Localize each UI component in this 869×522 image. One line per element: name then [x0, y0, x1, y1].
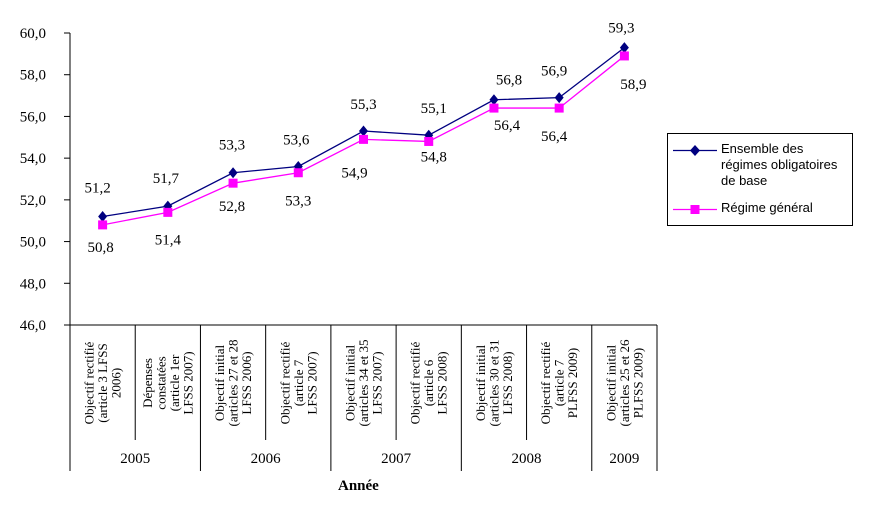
square-marker-icon — [98, 220, 108, 230]
year-label: 2007 — [381, 451, 412, 467]
data-label: 51,7 — [153, 171, 180, 187]
data-label: 54,8 — [421, 149, 447, 165]
square-marker-icon — [619, 51, 629, 61]
x-axis-title: Année — [338, 478, 379, 494]
year-label: 2006 — [251, 451, 282, 467]
category-label: Objectif rectifié(article 3 LFSS2006) — [82, 341, 124, 424]
y-tick-label: 46,0 — [20, 318, 46, 334]
y-tick-label: 52,0 — [20, 193, 46, 209]
category-label: Objectif initial(articles 30 et 31LFSS 2… — [473, 340, 515, 427]
y-tick-label: 58,0 — [20, 68, 46, 84]
diamond-marker-icon — [359, 125, 368, 137]
legend-label-ensemble: Ensemble des régimes obligatoires de bas… — [721, 141, 838, 188]
year-label: 2005 — [120, 451, 150, 467]
diamond-marker-icon — [554, 92, 564, 104]
data-label: 51,4 — [155, 232, 182, 248]
legend: Ensemble des régimes obligatoires de bas… — [667, 133, 853, 226]
legend-label-regime-general: Régime général — [721, 200, 813, 215]
y-axis: 46,0 48,0 50,0 52,0 54,0 56,0 58,0 60,0 — [20, 26, 657, 471]
data-label: 51,2 — [84, 181, 110, 197]
data-label: 52,8 — [219, 199, 245, 215]
square-marker-icon — [424, 136, 434, 146]
data-label: 59,3 — [608, 21, 634, 37]
legend-item-regime-general: Régime général — [673, 200, 848, 216]
category-axis: 2005 2006 2007 2008 2009 Objectif rectifié(ar… — [69, 325, 658, 471]
category-label: Dépensesconstatées(article 1erLFSS 2007) — [140, 351, 196, 414]
diamond-marker-icon — [619, 42, 629, 54]
diamond-marker-icon — [489, 94, 499, 106]
y-tick-label: 60,0 — [20, 26, 46, 42]
category-label: Objectif rectifié(article 7PLFSS 2009) — [538, 341, 580, 424]
legend-item-ensemble: Ensemble des régimes obligatoires de bas… — [673, 141, 848, 189]
y-tick-label: 54,0 — [20, 151, 46, 167]
diamond-marker-icon — [228, 167, 238, 179]
square-marker-icon — [293, 168, 303, 178]
square-marker-icon — [228, 178, 238, 188]
square-marker-icon — [554, 103, 564, 113]
y-tick-label: 56,0 — [20, 109, 46, 125]
category-label: Objectif initial(articles 25 et 26PLFSS … — [603, 339, 645, 426]
square-marker-icon — [359, 134, 368, 144]
data-label: 55,1 — [421, 101, 447, 117]
data-label: 56,8 — [496, 73, 522, 89]
data-label: 53,6 — [283, 132, 310, 148]
series-ensemble: 51,2 51,7 53,3 53,6 55,3 55,1 56,8 56,9 59,3 — [84, 21, 635, 223]
data-label: 56,4 — [541, 129, 568, 145]
data-label: 54,9 — [341, 165, 367, 181]
series-regime-general: 50,8 51,4 52,8 53,3 54,9 54,8 56,4 56,4 58,9 — [87, 51, 647, 256]
data-label: 58,9 — [620, 77, 646, 93]
diamond-marker-icon — [98, 211, 108, 223]
y-tick-label: 50,0 — [20, 235, 46, 251]
data-label: 53,3 — [219, 138, 245, 154]
category-label: Objectif rectifié(article 6LFSS 2008) — [408, 341, 450, 424]
data-label: 56,9 — [541, 64, 567, 80]
data-label: 50,8 — [87, 240, 113, 256]
square-marker-icon — [163, 207, 173, 217]
data-label: 55,3 — [350, 97, 376, 113]
year-label: 2008 — [512, 451, 542, 467]
year-label: 2009 — [609, 451, 639, 467]
category-label: Objectif rectifié(article 7LFSS 2007) — [277, 341, 319, 424]
diamond-marker-icon — [673, 145, 717, 156]
category-label: Objectif initial(articles 27 et 28LFSS 2… — [212, 340, 254, 427]
square-marker-icon — [489, 103, 499, 113]
data-label: 56,4 — [494, 118, 521, 134]
data-label: 53,3 — [285, 194, 311, 210]
y-tick-label: 48,0 — [20, 276, 46, 292]
square-marker-icon — [673, 205, 717, 214]
category-label: Objectif initial(articles 34 et 35LFSS 2… — [343, 340, 385, 427]
